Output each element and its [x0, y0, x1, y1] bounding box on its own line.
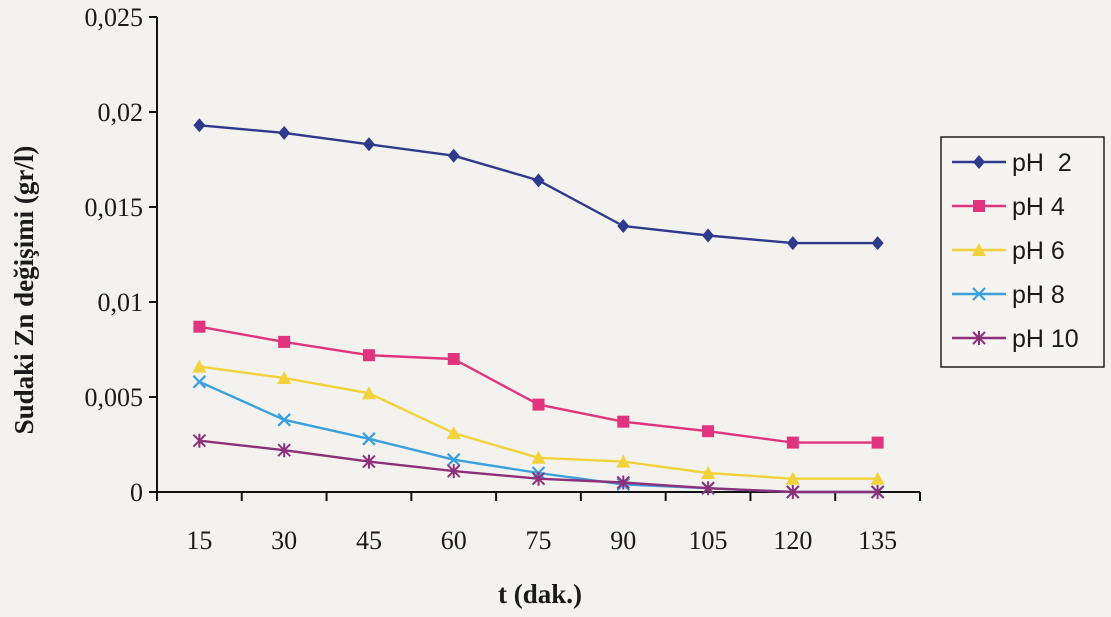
series-2 — [193, 320, 884, 449]
data-point — [192, 359, 207, 373]
legend-label: pH 10 — [1012, 325, 1079, 353]
data-point — [786, 485, 800, 499]
y-tick-label: 0,01 — [98, 288, 144, 317]
series-line — [199, 325, 878, 444]
data-point — [362, 432, 376, 446]
data-point — [447, 148, 460, 163]
legend-item: pH 2 — [952, 149, 1072, 177]
legend-item: pH 4 — [952, 193, 1065, 221]
data-point — [531, 450, 546, 464]
data-point — [278, 335, 291, 348]
legend-label: pH 6 — [1012, 237, 1065, 265]
data-point — [617, 415, 630, 428]
data-point — [871, 436, 884, 449]
x-tick-label: 45 — [356, 526, 382, 555]
data-point — [447, 464, 461, 479]
x-tick-label: 15 — [186, 526, 212, 555]
data-point — [192, 375, 207, 389]
data-point — [870, 485, 885, 499]
series-layer — [192, 118, 885, 499]
data-point — [616, 454, 631, 468]
y-axis-title: Sudaki Zn değişimi (gr/l) — [9, 146, 39, 435]
x-tick-label: 120 — [773, 526, 812, 555]
legend-frame — [940, 136, 1105, 368]
y-tick-label: 0,025 — [85, 3, 144, 32]
legend: pH 2 pH 4 pH 6 pH 8 pH 10 — [940, 136, 1105, 368]
data-point — [192, 433, 207, 448]
data-point — [786, 436, 799, 449]
legend-item: pH 6 — [952, 237, 1065, 265]
data-point — [362, 137, 375, 152]
y-tick-label: 0,015 — [85, 193, 144, 222]
data-point — [446, 452, 461, 467]
y-tick-label: 0,005 — [85, 383, 144, 412]
data-point — [870, 471, 885, 485]
legend-marker — [973, 200, 985, 212]
data-point — [617, 219, 630, 233]
data-point — [362, 454, 376, 469]
legend-item: pH 8 — [952, 281, 1065, 309]
data-point — [871, 236, 884, 251]
y-axis: 0 0,005 0,01 0,015 0,02 0,025 — [85, 3, 158, 507]
series-3 — [192, 359, 885, 485]
legend-marker — [972, 243, 986, 256]
data-point — [361, 386, 376, 400]
data-point — [277, 371, 292, 384]
y-tick-label: 0,02 — [98, 98, 144, 127]
data-point — [193, 320, 206, 333]
data-point — [786, 236, 799, 251]
legend-label: pH 4 — [1012, 193, 1065, 221]
data-point — [531, 471, 546, 486]
legend-label: pH 8 — [1012, 281, 1065, 309]
data-point — [277, 413, 291, 427]
x-tick-label: 135 — [858, 526, 897, 555]
legend-label: pH 2 — [1012, 149, 1072, 177]
legend-marker — [973, 155, 985, 169]
legend-marker — [972, 287, 986, 301]
x-tick-label: 60 — [441, 526, 467, 555]
x-axis-title: t (dak.) — [498, 579, 582, 609]
data-point — [193, 118, 206, 133]
x-tick-label: 90 — [610, 526, 636, 555]
legend-item: pH 10 — [952, 325, 1079, 353]
data-point — [447, 353, 460, 365]
legend-marker — [972, 331, 986, 345]
data-point — [701, 466, 716, 479]
series-1 — [193, 118, 884, 251]
data-point — [702, 425, 715, 438]
y-tick-label: 0 — [130, 478, 143, 507]
data-point — [701, 481, 715, 496]
data-point — [702, 228, 715, 243]
data-point — [278, 125, 291, 140]
data-point — [277, 443, 291, 458]
x-axis: 15 30 45 60 75 90 105 120 135 — [156, 491, 921, 555]
data-point — [785, 471, 800, 485]
x-tick-label: 105 — [689, 526, 728, 555]
data-point — [362, 349, 375, 362]
data-point — [616, 475, 630, 490]
data-point — [532, 398, 545, 411]
x-tick-label: 30 — [271, 526, 297, 555]
data-point — [446, 426, 461, 440]
series-5 — [192, 433, 885, 499]
data-point — [532, 173, 545, 188]
x-tick-label: 75 — [526, 526, 552, 555]
